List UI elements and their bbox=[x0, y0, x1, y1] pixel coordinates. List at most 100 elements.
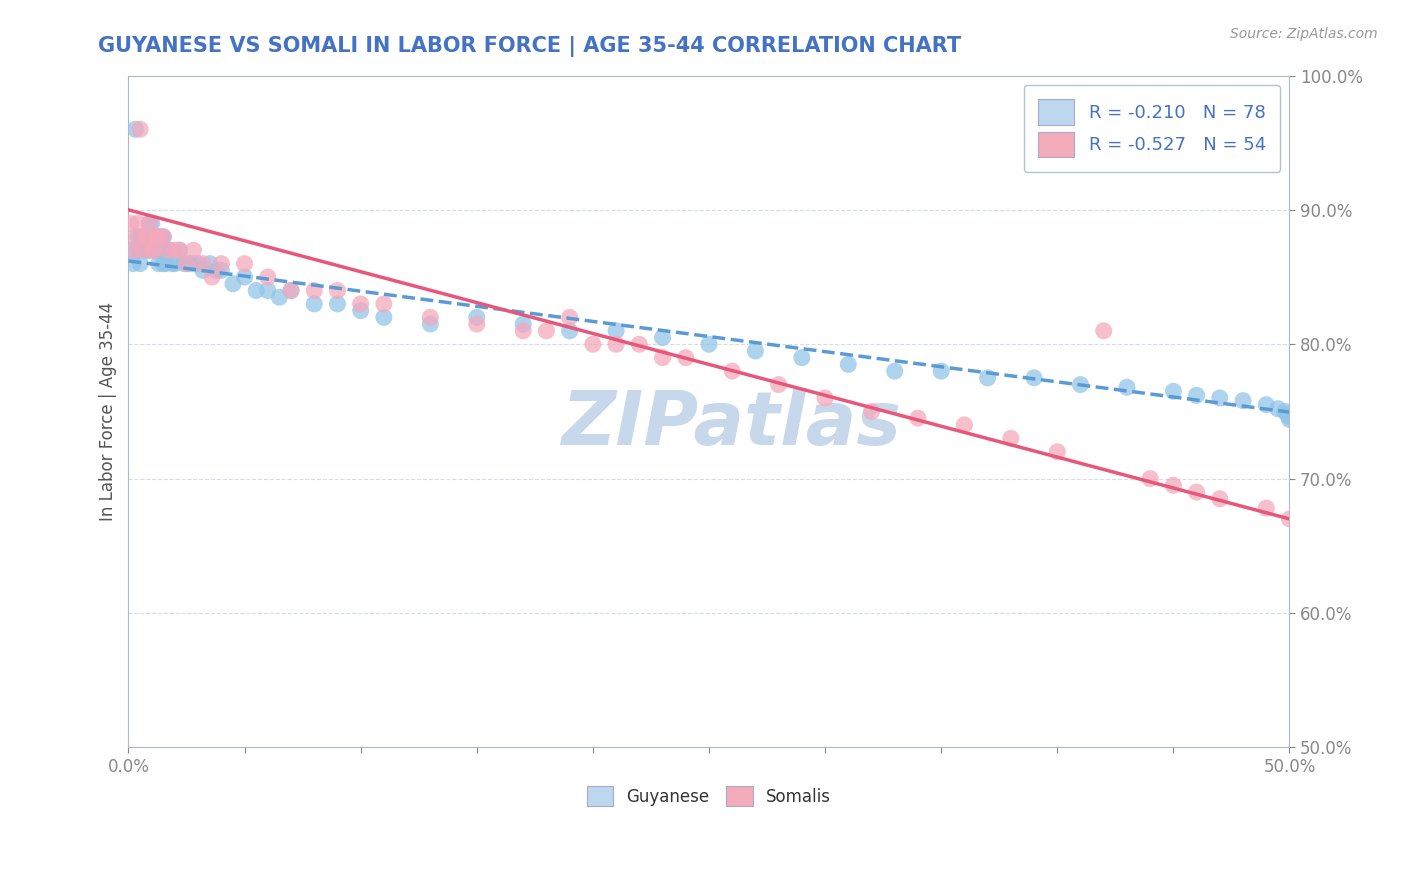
Point bbox=[134, 229, 156, 244]
Point bbox=[929, 364, 952, 378]
Point bbox=[373, 310, 395, 325]
Point bbox=[837, 358, 859, 372]
Point bbox=[326, 297, 349, 311]
Point bbox=[143, 243, 166, 257]
Point bbox=[512, 324, 534, 338]
Point bbox=[131, 243, 153, 257]
Point bbox=[129, 229, 152, 244]
Point bbox=[605, 337, 627, 351]
Point bbox=[1163, 478, 1185, 492]
Point bbox=[302, 297, 325, 311]
Point bbox=[163, 243, 186, 257]
Point bbox=[419, 310, 441, 325]
Point bbox=[129, 122, 152, 136]
Point bbox=[163, 257, 186, 271]
Text: Source: ZipAtlas.com: Source: ZipAtlas.com bbox=[1230, 27, 1378, 41]
Point bbox=[145, 229, 167, 244]
Point bbox=[860, 404, 883, 418]
Point bbox=[141, 216, 163, 230]
Point bbox=[148, 229, 170, 244]
Point bbox=[173, 257, 195, 271]
Point bbox=[1139, 472, 1161, 486]
Point bbox=[953, 417, 976, 432]
Point bbox=[131, 229, 153, 244]
Point bbox=[512, 317, 534, 331]
Point bbox=[205, 263, 228, 277]
Point bbox=[1274, 404, 1296, 418]
Point bbox=[183, 257, 205, 271]
Point bbox=[675, 351, 697, 365]
Point bbox=[152, 229, 174, 244]
Point bbox=[790, 351, 813, 365]
Point bbox=[256, 284, 278, 298]
Point bbox=[138, 216, 160, 230]
Point bbox=[326, 284, 349, 298]
Point bbox=[1092, 324, 1115, 338]
Point bbox=[191, 263, 214, 277]
Point bbox=[143, 243, 166, 257]
Point bbox=[127, 229, 149, 244]
Point bbox=[302, 284, 325, 298]
Point bbox=[152, 229, 174, 244]
Point bbox=[1209, 491, 1232, 506]
Point bbox=[122, 257, 145, 271]
Point bbox=[628, 337, 651, 351]
Point bbox=[149, 243, 172, 257]
Point bbox=[465, 317, 488, 331]
Point bbox=[1116, 380, 1139, 394]
Point bbox=[127, 216, 149, 230]
Point bbox=[131, 243, 153, 257]
Point bbox=[419, 317, 441, 331]
Point bbox=[187, 257, 209, 271]
Point bbox=[350, 303, 373, 318]
Point bbox=[1278, 412, 1301, 426]
Point bbox=[169, 243, 191, 257]
Point bbox=[651, 330, 673, 344]
Point bbox=[1256, 398, 1278, 412]
Point bbox=[233, 257, 256, 271]
Point bbox=[148, 243, 170, 257]
Point bbox=[136, 229, 159, 244]
Point bbox=[697, 337, 720, 351]
Point bbox=[1046, 444, 1069, 458]
Point bbox=[1275, 407, 1298, 421]
Text: GUYANESE VS SOMALI IN LABOR FORCE | AGE 35-44 CORRELATION CHART: GUYANESE VS SOMALI IN LABOR FORCE | AGE … bbox=[98, 36, 962, 57]
Point bbox=[159, 243, 181, 257]
Point bbox=[152, 257, 174, 271]
Point bbox=[191, 257, 214, 271]
Point bbox=[138, 216, 160, 230]
Point bbox=[136, 229, 159, 244]
Point bbox=[373, 297, 395, 311]
Point bbox=[141, 243, 163, 257]
Point bbox=[768, 377, 790, 392]
Point bbox=[465, 310, 488, 325]
Point bbox=[1267, 401, 1289, 416]
Point bbox=[141, 243, 163, 257]
Point bbox=[536, 324, 558, 338]
Point bbox=[143, 229, 166, 244]
Point bbox=[1256, 501, 1278, 516]
Point bbox=[155, 257, 177, 271]
Point bbox=[222, 277, 245, 291]
Y-axis label: In Labor Force | Age 35-44: In Labor Force | Age 35-44 bbox=[100, 301, 117, 521]
Point bbox=[1022, 371, 1045, 385]
Point bbox=[1185, 388, 1208, 402]
Point bbox=[136, 243, 159, 257]
Point bbox=[721, 364, 744, 378]
Point bbox=[120, 216, 142, 230]
Point bbox=[122, 243, 145, 257]
Point bbox=[233, 270, 256, 285]
Point bbox=[1209, 391, 1232, 405]
Point bbox=[162, 257, 184, 271]
Point bbox=[245, 284, 267, 298]
Point bbox=[744, 343, 766, 358]
Point bbox=[269, 290, 291, 304]
Point bbox=[1278, 409, 1301, 424]
Point bbox=[134, 243, 156, 257]
Point bbox=[280, 284, 302, 298]
Point bbox=[558, 324, 581, 338]
Point bbox=[124, 229, 146, 244]
Point bbox=[169, 243, 191, 257]
Point bbox=[976, 371, 998, 385]
Point bbox=[280, 284, 302, 298]
